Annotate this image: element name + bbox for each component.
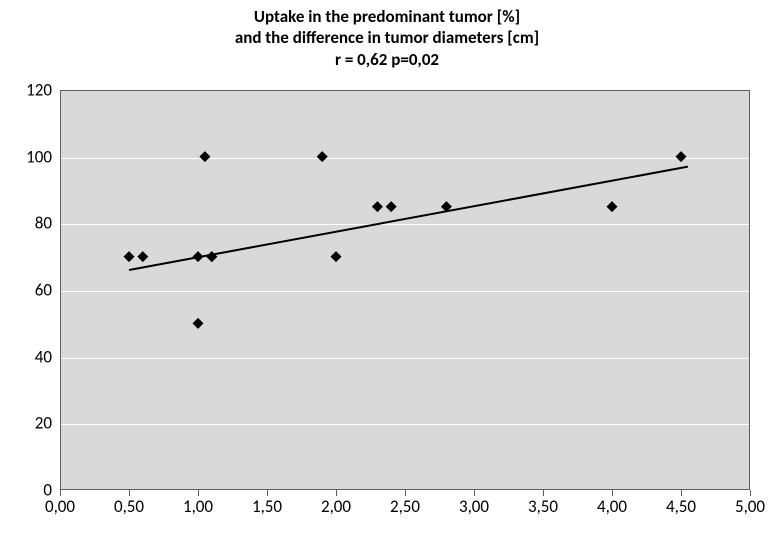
chart-title: Uptake in the predominant tumor [%] and … — [0, 6, 774, 70]
y-tick-label: 20 — [12, 413, 52, 434]
x-tick-label: 3,50 — [518, 496, 568, 517]
title-line-2: and the difference in tumor diameters [c… — [235, 27, 539, 48]
data-point — [137, 251, 148, 262]
chart-container: Uptake in the predominant tumor [%] and … — [0, 0, 774, 541]
data-point — [199, 151, 210, 162]
y-tick-label: 100 — [12, 146, 52, 167]
data-point — [331, 251, 342, 262]
data-point — [193, 318, 204, 329]
plot-outer: 0204060801001200,000,501,001,502,002,503… — [60, 90, 750, 490]
x-tick-label: 3,00 — [449, 496, 499, 517]
title-line-1: Uptake in the predominant tumor [%] — [254, 6, 520, 27]
data-point — [206, 251, 217, 262]
data-point — [386, 201, 397, 212]
y-tick-label: 60 — [12, 280, 52, 301]
data-point — [607, 201, 618, 212]
y-tick-label: 40 — [12, 346, 52, 367]
data-point — [676, 151, 687, 162]
x-tick-label: 4,00 — [587, 496, 637, 517]
y-tick-label: 80 — [12, 213, 52, 234]
data-point — [124, 251, 135, 262]
data-point — [193, 251, 204, 262]
x-tick-label: 4,50 — [656, 496, 706, 517]
data-point — [372, 201, 383, 212]
y-tick-label: 120 — [12, 80, 52, 101]
data-point — [317, 151, 328, 162]
x-tick-label: 0,00 — [35, 496, 85, 517]
x-tick-label: 5,00 — [725, 496, 774, 517]
title-line-3: r = 0,62 p=0,02 — [335, 49, 439, 70]
plot-svg — [60, 90, 750, 490]
x-tick-label: 1,00 — [173, 496, 223, 517]
x-tick-label: 1,50 — [242, 496, 292, 517]
x-tick-label: 2,50 — [380, 496, 430, 517]
x-tick-label: 2,00 — [311, 496, 361, 517]
x-tick-label: 0,50 — [104, 496, 154, 517]
